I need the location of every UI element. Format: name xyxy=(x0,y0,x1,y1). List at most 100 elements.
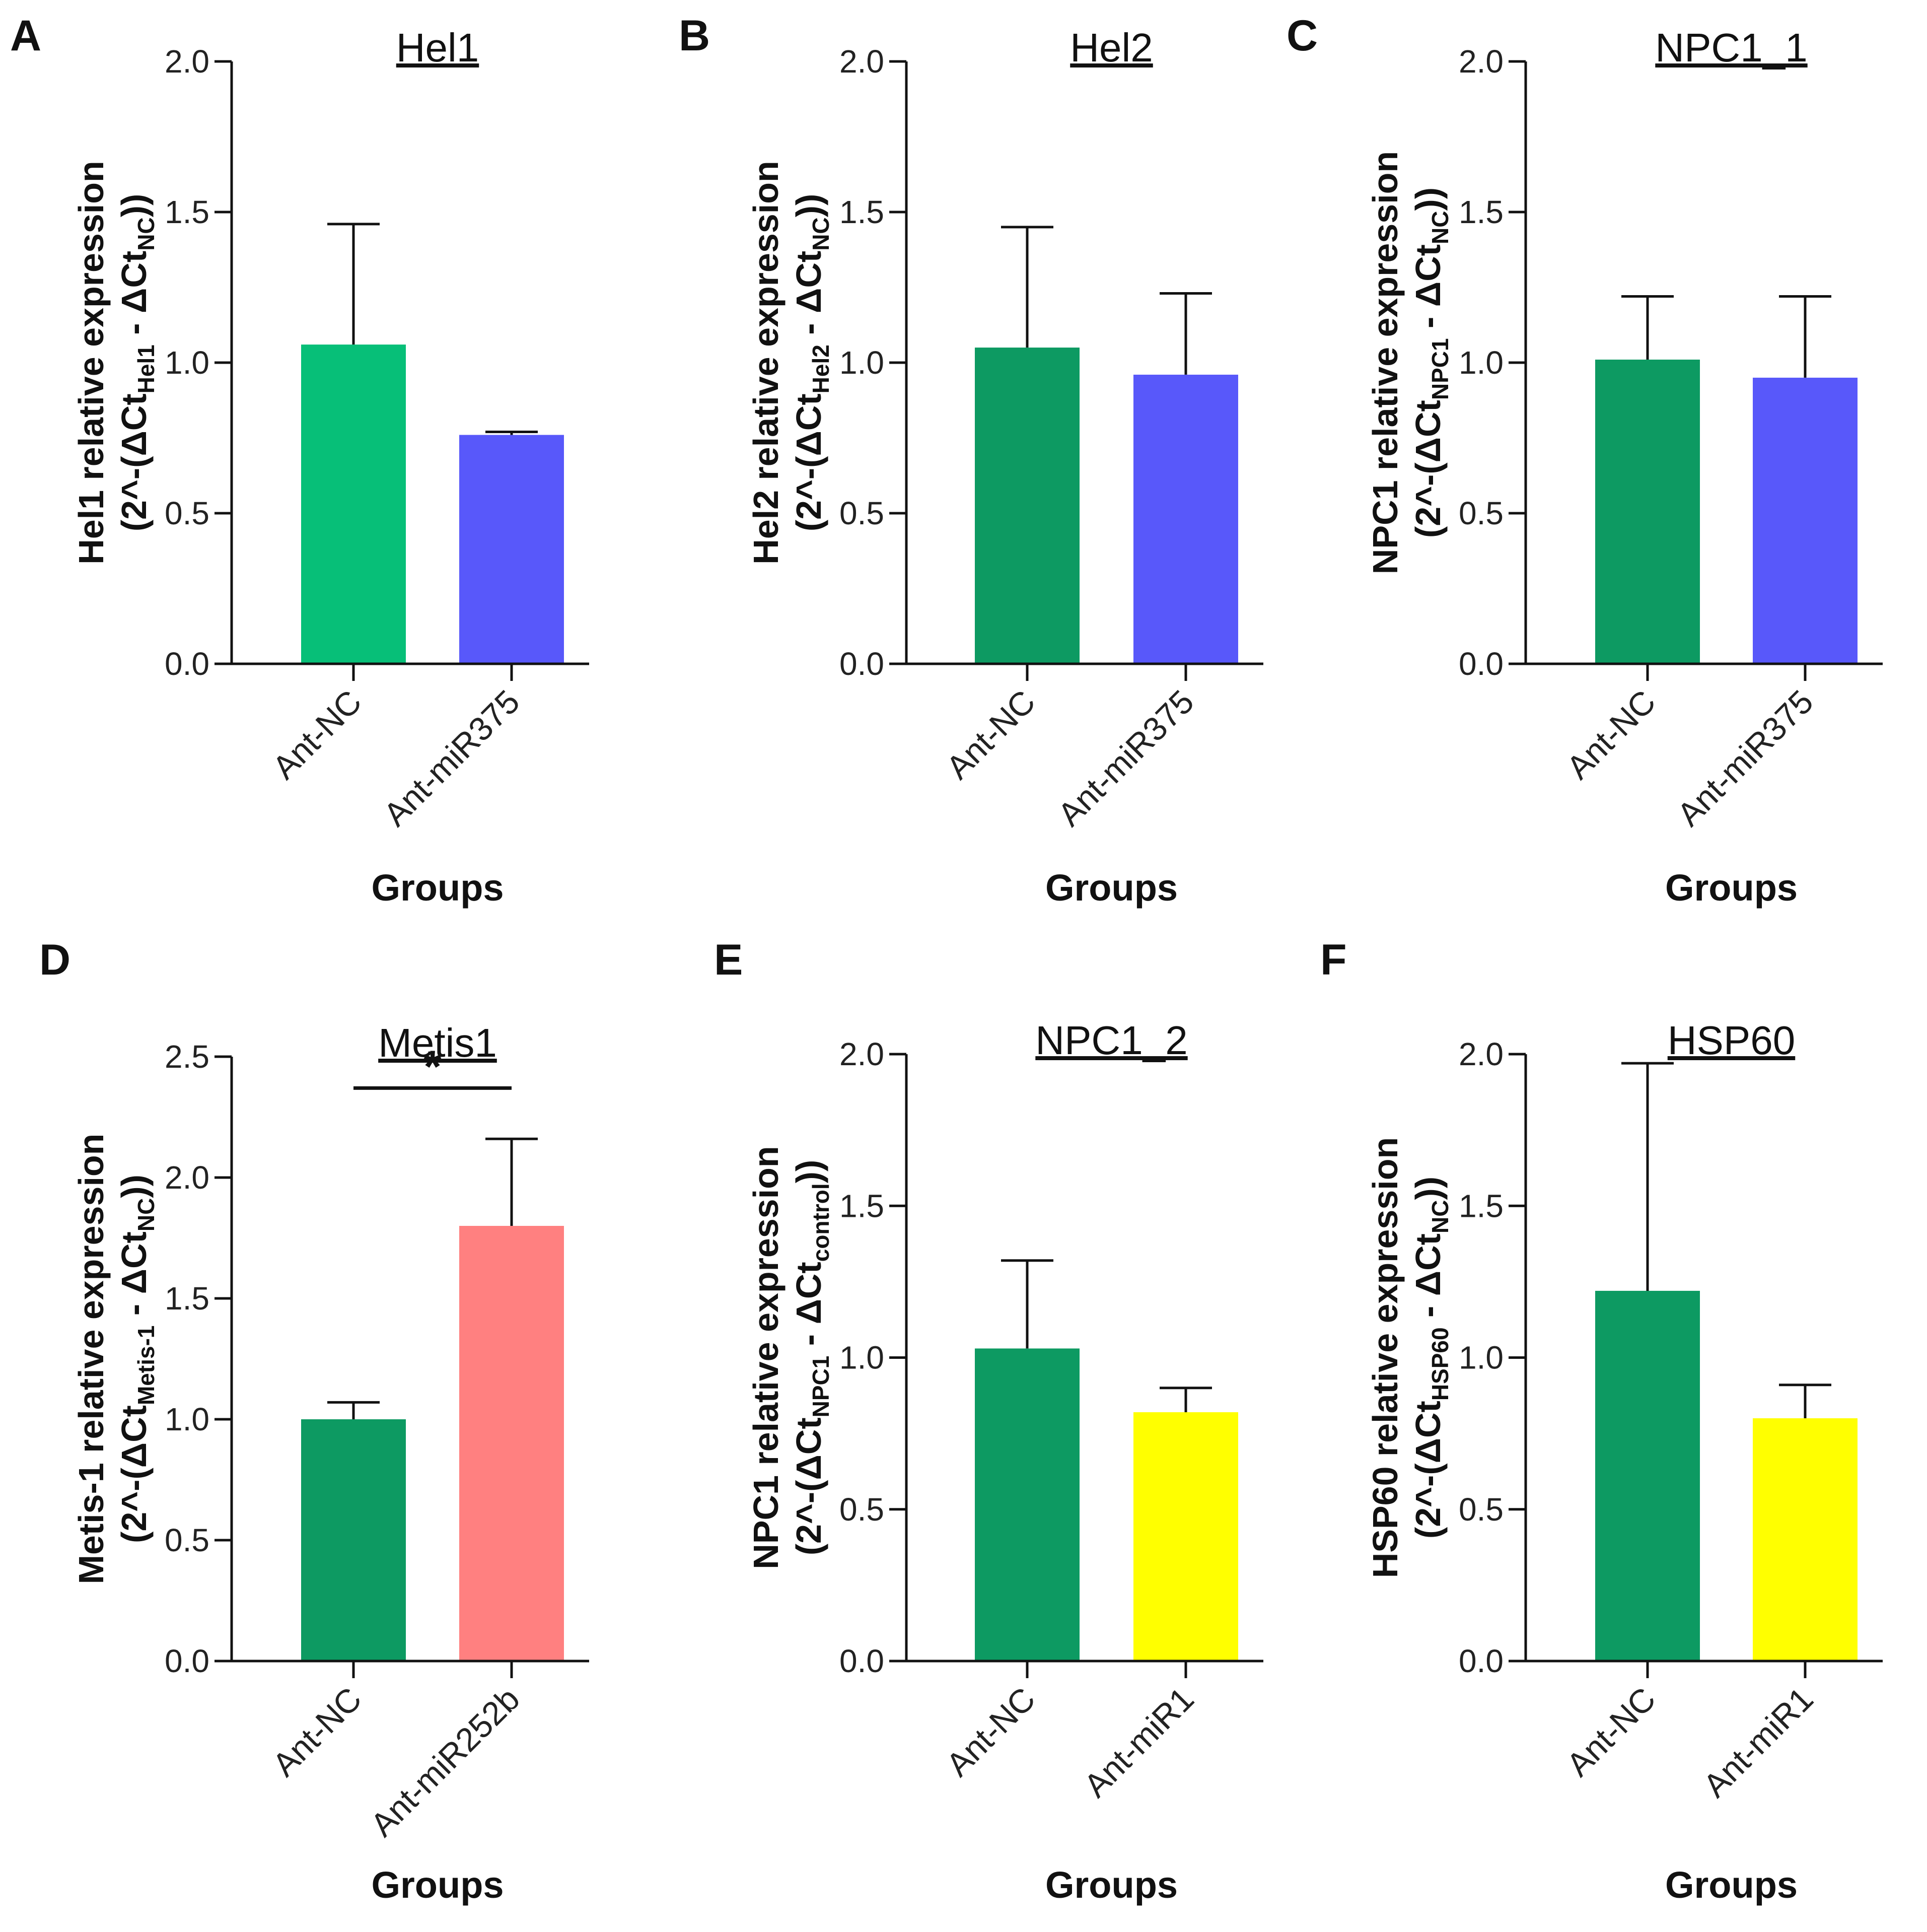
y-tick-label: 0.0 xyxy=(165,646,209,682)
y-tick-label: 1.0 xyxy=(1459,1340,1504,1376)
y-label-part: (2^-(ΔCt xyxy=(114,393,154,531)
panel-E: E 0.0 0.5 1.0 1.5 2.0 Ant-NC Ant-miR1 NPC1_2 Grou… xyxy=(714,936,1263,1906)
y-axis-label-line2: (2^-(ΔCtHel2 - ΔCtNC)) xyxy=(789,194,834,532)
y-label-part: (2^-(ΔCt xyxy=(1408,400,1448,538)
x-tick-label: Ant-miR375 xyxy=(1670,683,1820,834)
y-label-part: )) xyxy=(789,1160,828,1184)
y-label-part: - ΔCt xyxy=(789,251,828,344)
y-label-part: - ΔCt xyxy=(1408,244,1448,338)
x-tick-label: Ant-miR1 xyxy=(1696,1680,1820,1805)
bar-2 xyxy=(1753,1418,1858,1661)
y-tick-label: 1.0 xyxy=(839,344,884,381)
bar-2 xyxy=(1753,377,1858,664)
y-label-subscript: NC xyxy=(808,217,834,250)
y-label-subscript: NPC1 xyxy=(808,1356,834,1418)
y-axis-label-line1: NPC1 relative expression xyxy=(746,1146,786,1569)
bar-1 xyxy=(975,1348,1080,1661)
y-tick-label: 0.5 xyxy=(1459,1491,1504,1528)
y-tick-label: 0.5 xyxy=(165,1522,209,1558)
y-tick-label: 0.5 xyxy=(1459,495,1504,531)
y-label-part: )) xyxy=(114,194,154,218)
x-tick-label: Ant-NC xyxy=(265,1680,369,1783)
chart-title: Hel1 xyxy=(396,25,479,70)
y-tick-label: 1.0 xyxy=(1459,344,1504,381)
y-tick-label: 0.0 xyxy=(1459,1643,1504,1679)
y-tick-label: 2.0 xyxy=(839,1036,884,1072)
y-label-part: - ΔCt xyxy=(789,1262,828,1355)
x-tick-label: Ant-miR252b xyxy=(363,1680,527,1844)
x-tick-label: Ant-NC xyxy=(1559,683,1663,786)
y-tick-label: 2.0 xyxy=(1459,43,1504,80)
bar-1 xyxy=(1595,360,1700,664)
y-tick-label: 0.5 xyxy=(839,495,884,531)
bar-1 xyxy=(301,344,406,664)
y-label-part: (2^-(ΔCt xyxy=(1408,1401,1448,1539)
y-tick-label: 2.0 xyxy=(839,43,884,80)
chart-title: Metis1 xyxy=(378,1020,497,1065)
panel-B: B 0.0 0.5 1.0 1.5 2.0 Ant-NC Ant-miR375 Hel2 Grou… xyxy=(679,12,1263,909)
panel-F: F 0.0 0.5 1.0 1.5 2.0 Ant-NC Ant-miR1 HSP60 Group… xyxy=(1320,936,1883,1906)
chart-title: Hel2 xyxy=(1070,25,1153,70)
y-tick-label: 0.5 xyxy=(839,1491,884,1528)
y-label-subscript: Hel1 xyxy=(133,344,159,393)
y-label-subscript: HSP60 xyxy=(1427,1327,1453,1401)
y-label-subscript: NC xyxy=(133,217,159,250)
bar-2 xyxy=(459,1226,564,1661)
panel-letter: B xyxy=(679,12,710,60)
y-axis-label-line2: (2^-(ΔCtMetis-1 - ΔCtNC)) xyxy=(114,1175,159,1543)
x-axis-label: Groups xyxy=(1045,867,1178,909)
y-label-subscript: NC xyxy=(133,1198,159,1231)
y-tick-label: 2.0 xyxy=(1459,1036,1504,1072)
x-tick-label: Ant-NC xyxy=(265,683,369,786)
y-axis-label-line1: HSP60 relative expression xyxy=(1366,1137,1405,1578)
y-tick-label: 1.0 xyxy=(165,1401,209,1437)
panel-letter: A xyxy=(10,12,41,60)
x-axis-label: Groups xyxy=(371,867,504,909)
y-axis-label-line2: (2^-(ΔCtNPC1 - ΔCtcontrol)) xyxy=(789,1160,834,1556)
panel-C: C 0.0 0.5 1.0 1.5 2.0 Ant-NC Ant-miR375 NPC1_1 Gr… xyxy=(1287,12,1883,909)
panel-letter: F xyxy=(1320,936,1347,984)
y-tick-label: 1.5 xyxy=(839,194,884,230)
y-label-subscript: Hel2 xyxy=(808,344,834,393)
y-axis-label-line1: Metis-1 relative expression xyxy=(72,1134,111,1584)
y-tick-label: 1.5 xyxy=(839,1188,884,1224)
y-tick-label: 2.5 xyxy=(165,1039,209,1075)
x-tick-label: Ant-NC xyxy=(939,683,1042,786)
y-tick-label: 0.0 xyxy=(839,646,884,682)
y-label-part: (2^-(ΔCt xyxy=(114,1405,154,1543)
y-axis-label-line1: NPC1 relative expression xyxy=(1366,151,1405,574)
y-label-part: )) xyxy=(789,194,828,218)
bar-1 xyxy=(975,348,1080,664)
panel-letter: E xyxy=(714,936,743,984)
y-label-part: - ΔCt xyxy=(114,251,154,344)
y-label-subscript: NC xyxy=(1427,1200,1453,1233)
y-label-subscript: NPC1 xyxy=(1427,338,1453,400)
significance-label: * xyxy=(423,1042,441,1092)
y-tick-label: 0.0 xyxy=(1459,646,1504,682)
y-label-part: )) xyxy=(1408,187,1448,211)
x-axis-label: Groups xyxy=(1045,1864,1178,1906)
y-tick-label: 2.0 xyxy=(165,1159,209,1196)
y-axis-label-line2: (2^-(ΔCtNPC1 - ΔCtNC)) xyxy=(1408,187,1453,538)
y-axis-label-line2: (2^-(ΔCtHSP60 - ΔCtNC)) xyxy=(1408,1177,1453,1539)
y-label-part: (2^-(ΔCt xyxy=(789,1417,828,1555)
chart-title: NPC1_1 xyxy=(1655,25,1807,70)
y-axis-label-line2: (2^-(ΔCtHel1 - ΔCtNC)) xyxy=(114,194,159,532)
x-axis-label: Groups xyxy=(371,1864,504,1906)
x-axis-label: Groups xyxy=(1665,1864,1798,1906)
bar-2 xyxy=(459,435,564,664)
y-tick-label: 0.0 xyxy=(165,1643,209,1679)
x-tick-label: Ant-NC xyxy=(1559,1680,1663,1783)
panel-letter: C xyxy=(1287,12,1318,60)
x-tick-label: Ant-miR375 xyxy=(1050,683,1201,834)
y-axis-label-line1: Hel2 relative expression xyxy=(746,161,786,565)
y-label-part: - ΔCt xyxy=(1408,1233,1448,1327)
x-tick-label: Ant-miR1 xyxy=(1077,1680,1201,1805)
bar-2 xyxy=(1133,374,1238,664)
y-label-subscript: NC xyxy=(1427,211,1453,244)
y-axis-label-line1: Hel1 relative expression xyxy=(72,161,111,565)
y-tick-label: 1.5 xyxy=(165,1280,209,1317)
chart-title: NPC1_2 xyxy=(1035,1018,1187,1063)
